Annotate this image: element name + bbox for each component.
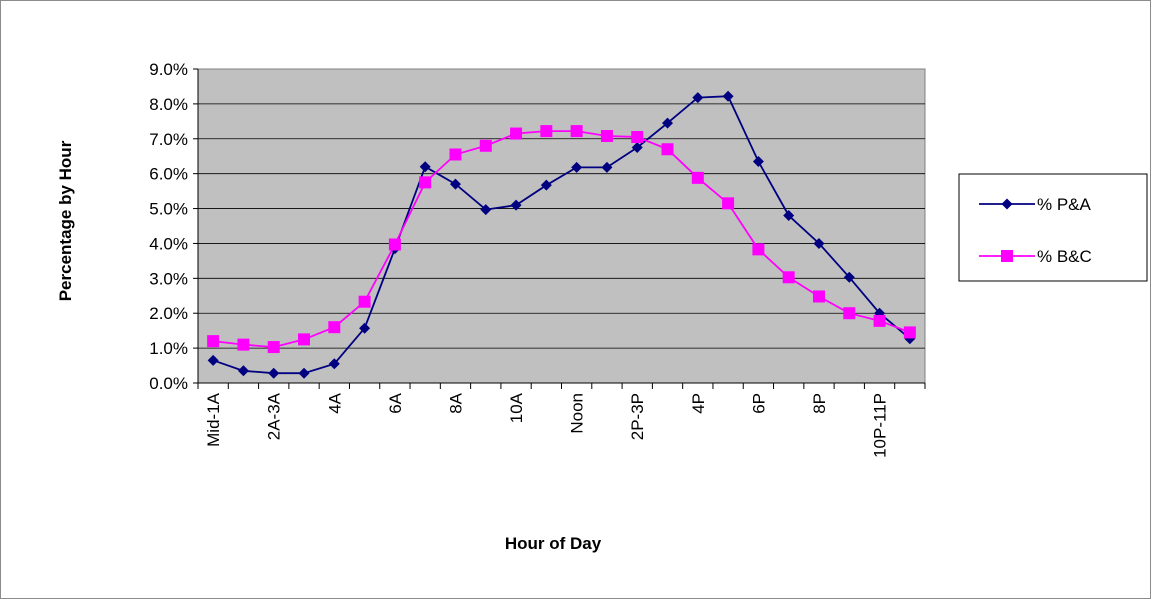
data-point-bc (358, 295, 371, 308)
data-point-bc (691, 171, 704, 184)
legend: % P&A % B&C (958, 173, 1148, 282)
data-point-bc (267, 341, 280, 354)
x-tick-label: 10A (507, 392, 526, 423)
data-point-pa (631, 142, 643, 153)
data-point-bc (237, 338, 250, 351)
data-point-pa (692, 92, 704, 104)
data-point-pa (540, 179, 552, 191)
gridlines (198, 103, 925, 349)
legend-marker (1001, 250, 1013, 262)
data-point-bc (661, 143, 674, 156)
data-point-bc (843, 307, 856, 320)
data-point-bc (873, 314, 886, 327)
x-tick-label: 4A (325, 392, 344, 413)
data-point-bc (449, 148, 462, 161)
data-point-bc (328, 321, 341, 334)
x-tick-label: 2P-3P (628, 393, 647, 440)
x-tick-label: Noon (568, 393, 587, 434)
data-point-bc (903, 326, 916, 339)
data-point-bc (298, 333, 311, 346)
plot-area (197, 68, 926, 384)
data-point-pa (722, 90, 734, 102)
legend-label: % P&A (1037, 195, 1092, 214)
data-point-bc (600, 129, 613, 142)
x-axis-title: Hour of Day (505, 534, 602, 553)
data-point-bc (510, 127, 523, 140)
y-tick-label: 4.0% (149, 234, 188, 253)
data-point-pa (328, 358, 340, 370)
data-point-bc (540, 125, 553, 138)
data-point-bc (570, 125, 583, 138)
y-tick-label: 2.0% (149, 304, 188, 323)
data-point-pa (268, 367, 280, 379)
data-point-pa (419, 161, 431, 173)
y-tick-label: 5.0% (149, 200, 188, 219)
series-layer (207, 90, 916, 379)
y-tick-label: 6.0% (149, 165, 188, 184)
x-tick-label: 8A (446, 392, 465, 413)
data-point-pa (752, 155, 764, 167)
data-point-pa (359, 322, 371, 334)
data-point-bc (812, 290, 825, 303)
data-point-pa (813, 237, 825, 249)
data-point-pa (510, 199, 522, 211)
data-point-pa (480, 204, 492, 216)
y-tick-label: 7.0% (149, 130, 188, 149)
data-point-bc (207, 335, 220, 348)
legend-marker (1001, 198, 1013, 210)
data-point-pa (662, 117, 674, 129)
data-point-bc (419, 176, 432, 189)
data-point-bc (479, 139, 492, 152)
data-point-bc (752, 243, 765, 256)
y-axis: 0.0% 1.0% 2.0% 3.0% 4.0% 5.0% 6.0% 7.0% 8.0% 9.0% (149, 60, 198, 393)
y-axis-title: Percentage by Hour (56, 140, 75, 301)
y-tick-label: 9.0% (149, 60, 188, 79)
series-pa (207, 90, 916, 379)
x-tick-label: 10P-11P (871, 393, 890, 458)
data-point-pa (601, 161, 613, 173)
legend-item-pa: % P&A (979, 195, 1092, 214)
legend-box (958, 173, 1148, 282)
x-tick-label: 8P (810, 393, 829, 414)
x-tick-label: 4P (689, 393, 708, 414)
data-point-pa (783, 210, 795, 222)
x-tick-label: 6A (386, 392, 405, 413)
data-point-bc (722, 197, 735, 210)
data-point-bc (782, 271, 795, 284)
x-tick-label: 6P (749, 393, 768, 414)
data-point-pa (571, 161, 583, 173)
data-point-bc (631, 131, 644, 144)
y-tick-label: 0.0% (149, 374, 188, 393)
data-point-bc (388, 238, 401, 251)
x-tick-label: Mid-1A (204, 392, 223, 447)
data-point-pa (207, 354, 219, 366)
y-tick-label: 8.0% (149, 95, 188, 114)
series-pa-line (212, 95, 911, 375)
data-point-pa (237, 365, 249, 377)
legend-label: % B&C (1037, 247, 1092, 266)
x-tick-label: 2A-3A (265, 392, 284, 440)
data-point-pa (449, 178, 461, 190)
data-point-pa (298, 367, 310, 379)
series-bc (207, 125, 916, 354)
data-point-pa (843, 271, 855, 283)
y-tick-label: 3.0% (149, 269, 188, 288)
legend-item-bc: % B&C (979, 247, 1092, 266)
x-axis: Mid-1A 2A-3A 4A 6A 8A 10A Noon 2P-3P 4P 6P 8P 10P-1… (197, 69, 926, 458)
y-tick-label: 1.0% (149, 339, 188, 358)
